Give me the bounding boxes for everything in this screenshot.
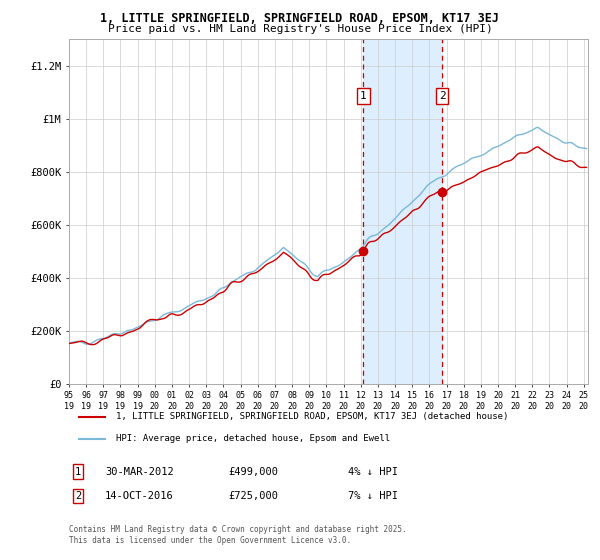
Text: 2: 2 [75, 491, 81, 501]
Text: 1: 1 [360, 91, 367, 101]
Bar [364, 39, 442, 384]
Text: 1, LITTLE SPRINGFIELD, SPRINGFIELD ROAD, EPSOM, KT17 3EJ: 1, LITTLE SPRINGFIELD, SPRINGFIELD ROAD,… [101, 12, 499, 25]
Text: 2: 2 [439, 91, 446, 101]
Text: Contains HM Land Registry data © Crown copyright and database right 2025.
This d: Contains HM Land Registry data © Crown c… [69, 525, 407, 545]
Text: 7% ↓ HPI: 7% ↓ HPI [348, 491, 398, 501]
Text: HPI: Average price, detached house, Epsom and Ewell: HPI: Average price, detached house, Epso… [116, 435, 390, 444]
Text: £725,000: £725,000 [228, 491, 278, 501]
Text: 1: 1 [75, 466, 81, 477]
Text: 30-MAR-2012: 30-MAR-2012 [105, 466, 174, 477]
Text: 14-OCT-2016: 14-OCT-2016 [105, 491, 174, 501]
Text: 4% ↓ HPI: 4% ↓ HPI [348, 466, 398, 477]
Text: Price paid vs. HM Land Registry's House Price Index (HPI): Price paid vs. HM Land Registry's House … [107, 24, 493, 34]
Text: 1, LITTLE SPRINGFIELD, SPRINGFIELD ROAD, EPSOM, KT17 3EJ (detached house): 1, LITTLE SPRINGFIELD, SPRINGFIELD ROAD,… [116, 412, 508, 421]
Text: £499,000: £499,000 [228, 466, 278, 477]
